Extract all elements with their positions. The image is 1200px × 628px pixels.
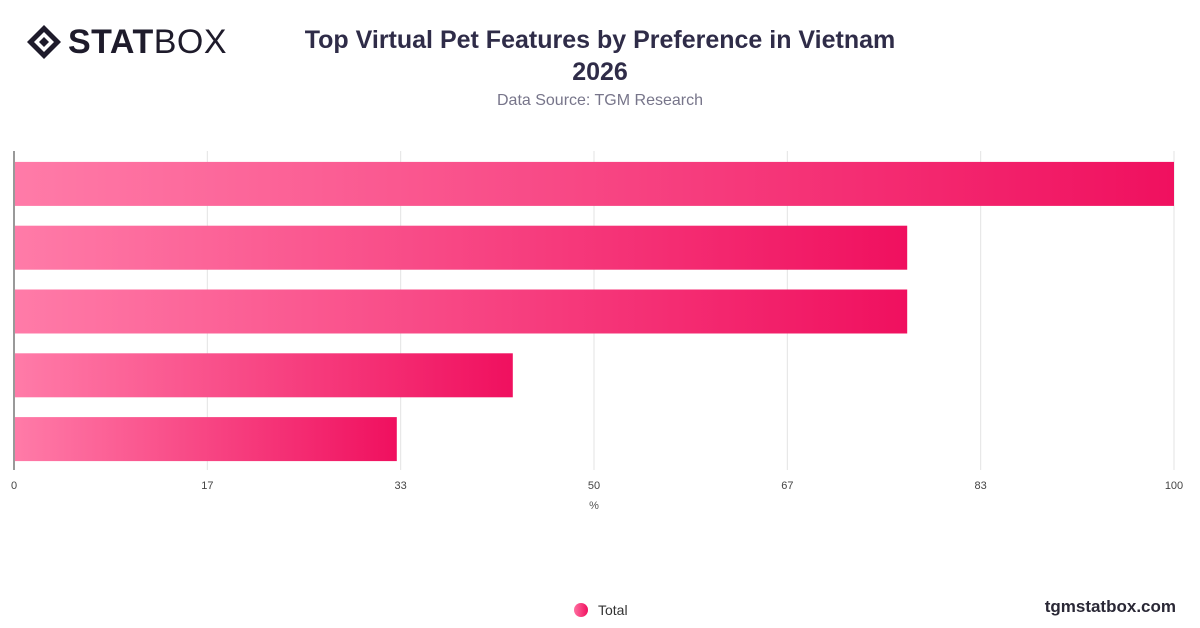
bar-4[interactable]: [15, 353, 513, 398]
legend-label-total: Total: [598, 602, 628, 618]
x-tick-label: 100: [1165, 480, 1183, 492]
chart-title-line1: Top Virtual Pet Features by Preference i…: [304, 26, 896, 54]
bars: [15, 161, 1174, 462]
site-credit: tgmstatbox.com: [1044, 597, 1176, 616]
x-tick-label: 67: [781, 480, 793, 492]
x-tick-label: 17: [201, 480, 213, 492]
logo-box: BOX: [153, 23, 228, 61]
statbox-logo: STATBOX: [26, 22, 227, 62]
x-tick-labels: 0 17 33 50 67 83 100: [11, 480, 1183, 492]
x-tick-label: 50: [588, 480, 600, 492]
x-tick-label: 0: [11, 480, 17, 492]
bar-5[interactable]: [15, 417, 397, 462]
chart-title: Top Virtual Pet Features by Preference i…: [250, 24, 950, 88]
statbox-logo-icon: [27, 25, 61, 59]
logo-stat: STAT: [68, 23, 154, 61]
logo-wordmark: STATBOX: [68, 25, 227, 59]
bar-chart: 0 17 33 50 67 83 100 %: [11, 151, 1183, 512]
x-tick-label: 33: [395, 480, 407, 492]
chart-title-line2: 2026: [572, 58, 628, 86]
legend-marker: [574, 603, 588, 617]
bar-1[interactable]: [15, 161, 1174, 206]
chart-subtitle: Data Source: TGM Research: [496, 92, 703, 109]
x-axis-label: %: [589, 500, 599, 512]
bar-3[interactable]: [15, 289, 908, 334]
bar-2[interactable]: [15, 225, 908, 270]
x-tick-label: 83: [975, 480, 987, 492]
legend[interactable]: Total: [574, 602, 628, 618]
